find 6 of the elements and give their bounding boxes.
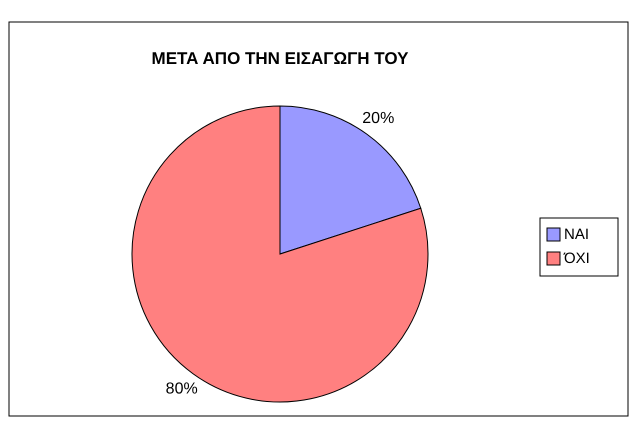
legend-label: ΝΑΙ [564,226,590,243]
legend-label: ΌΧΙ [563,250,590,267]
chart-title: ΜΕΤΑ ΑΠΟ ΤΗΝ ΕΙΣΑΓΩΓΗ ΤΟΥ [152,49,410,68]
pie-slice [132,106,428,402]
data-label: 80% [166,380,198,398]
data-label: 20% [362,110,394,127]
